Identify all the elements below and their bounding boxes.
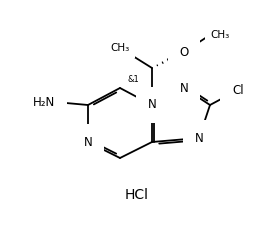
Text: Cl: Cl — [232, 83, 244, 97]
Text: N: N — [180, 81, 189, 94]
Text: HCl: HCl — [125, 188, 149, 202]
Text: N: N — [84, 135, 92, 148]
Text: CH₃: CH₃ — [110, 43, 130, 53]
Text: CH₃: CH₃ — [210, 30, 229, 40]
Text: H₂N: H₂N — [33, 95, 55, 108]
Text: &1: &1 — [127, 76, 139, 85]
Text: N: N — [148, 99, 156, 112]
Text: N: N — [195, 131, 203, 144]
Text: O: O — [179, 45, 189, 58]
